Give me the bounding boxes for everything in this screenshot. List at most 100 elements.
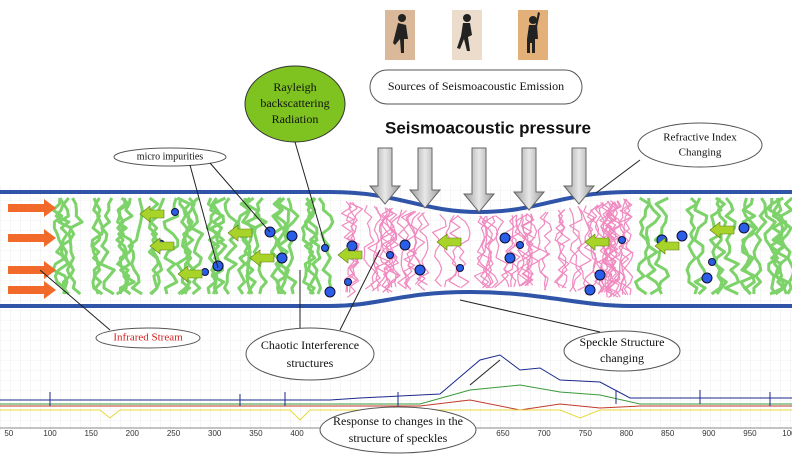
speckle <box>494 215 509 289</box>
refractive-bubble <box>637 122 763 168</box>
impurity <box>504 252 516 264</box>
speckle <box>515 213 530 287</box>
infrared-arrows <box>8 199 56 299</box>
impurity <box>594 269 606 281</box>
sources-bubble <box>369 69 583 105</box>
impurity <box>346 240 358 252</box>
axis-label: 150 <box>84 429 98 438</box>
impurity <box>171 208 179 216</box>
impurity <box>456 264 464 272</box>
speckle <box>634 196 651 296</box>
speckle <box>583 205 596 290</box>
impurity <box>201 268 209 276</box>
axis-label: 350 <box>249 429 263 438</box>
impurity <box>618 236 626 244</box>
speckle <box>771 197 788 295</box>
speckle <box>57 197 73 296</box>
infrared-bubble <box>95 327 201 349</box>
impurity <box>516 241 524 249</box>
speckle <box>448 214 461 288</box>
chaotic-line: structures <box>287 356 334 370</box>
speckle <box>345 201 360 293</box>
impurity <box>386 251 394 259</box>
sources-label: Sources of Seismoacoustic Emission <box>388 79 564 93</box>
impurity <box>708 258 716 266</box>
impurity <box>701 272 713 284</box>
infrared-label: Infrared Stream <box>113 332 183 344</box>
speckle <box>416 212 430 286</box>
speckle <box>401 210 416 290</box>
speckle <box>741 197 758 295</box>
speckle <box>554 209 568 289</box>
impurity <box>286 230 298 242</box>
speckle <box>68 197 84 296</box>
impurity <box>676 230 688 242</box>
speckle-line: changing <box>600 351 644 365</box>
response-line: structure of speckles <box>349 431 448 445</box>
speckle <box>284 197 300 295</box>
axis-label: 100 <box>43 429 57 438</box>
source-icons <box>385 10 548 60</box>
axis-label: 250 <box>167 429 181 438</box>
impurities <box>139 205 750 298</box>
speckle <box>723 197 741 296</box>
speckle <box>605 200 620 298</box>
speckle <box>205 197 221 295</box>
speckle <box>473 215 489 289</box>
speckle <box>537 211 551 291</box>
speckle <box>99 197 116 296</box>
scatter-arrow <box>654 237 680 255</box>
speckle-line: Speckle Structure <box>580 335 665 349</box>
speckle <box>521 213 535 286</box>
x-axis: 50 100 150 200 250 300 350 400 650 700 750 800 850 90… <box>4 429 792 438</box>
speckle <box>244 196 261 295</box>
axis-label: 50 <box>4 429 13 438</box>
speckle <box>521 213 535 287</box>
speckle <box>367 205 382 291</box>
signal-traces <box>0 354 792 421</box>
axis-label: 300 <box>208 429 222 438</box>
axis-label: 1000 <box>782 429 792 438</box>
leader-lines <box>39 141 641 386</box>
speckle <box>275 197 291 296</box>
impurity <box>321 244 329 252</box>
scatter-arrow <box>436 233 462 251</box>
speckle <box>752 197 768 294</box>
speckle <box>115 197 132 296</box>
speckle <box>503 214 517 288</box>
scatter-arrow <box>227 224 253 242</box>
refractive-line: Refractive Index <box>663 132 737 144</box>
pressure-label: Seismoacoustic pressure <box>385 118 591 137</box>
speckle <box>252 197 268 295</box>
impurity <box>738 222 750 234</box>
axis-label: 800 <box>620 429 634 438</box>
speckle <box>444 214 457 288</box>
scatter-arrow <box>337 246 363 264</box>
speckle <box>269 196 284 295</box>
speckle <box>522 213 534 287</box>
speckle-bubble <box>563 330 681 372</box>
axis-label: 950 <box>743 429 757 438</box>
speckle <box>600 201 615 293</box>
speckle <box>685 196 699 295</box>
axis-label: 200 <box>126 429 140 438</box>
impurity <box>584 284 596 296</box>
speckle <box>477 215 490 289</box>
speckle <box>607 200 621 298</box>
axis-label: 850 <box>661 429 675 438</box>
axis-label: 750 <box>579 429 593 438</box>
speckle <box>514 214 526 287</box>
speckle <box>555 209 568 289</box>
speckle <box>317 197 335 295</box>
impurity <box>344 278 352 286</box>
chaotic-line: Chaotic Interference <box>261 338 359 352</box>
axis-label: 400 <box>290 429 304 438</box>
speckle <box>457 215 471 289</box>
speckle <box>307 197 322 295</box>
speckle <box>211 196 228 295</box>
impurity <box>324 286 336 298</box>
scatter-arrow <box>709 221 735 239</box>
response-bubble <box>319 406 477 454</box>
micro-label: micro impurities <box>137 151 203 162</box>
